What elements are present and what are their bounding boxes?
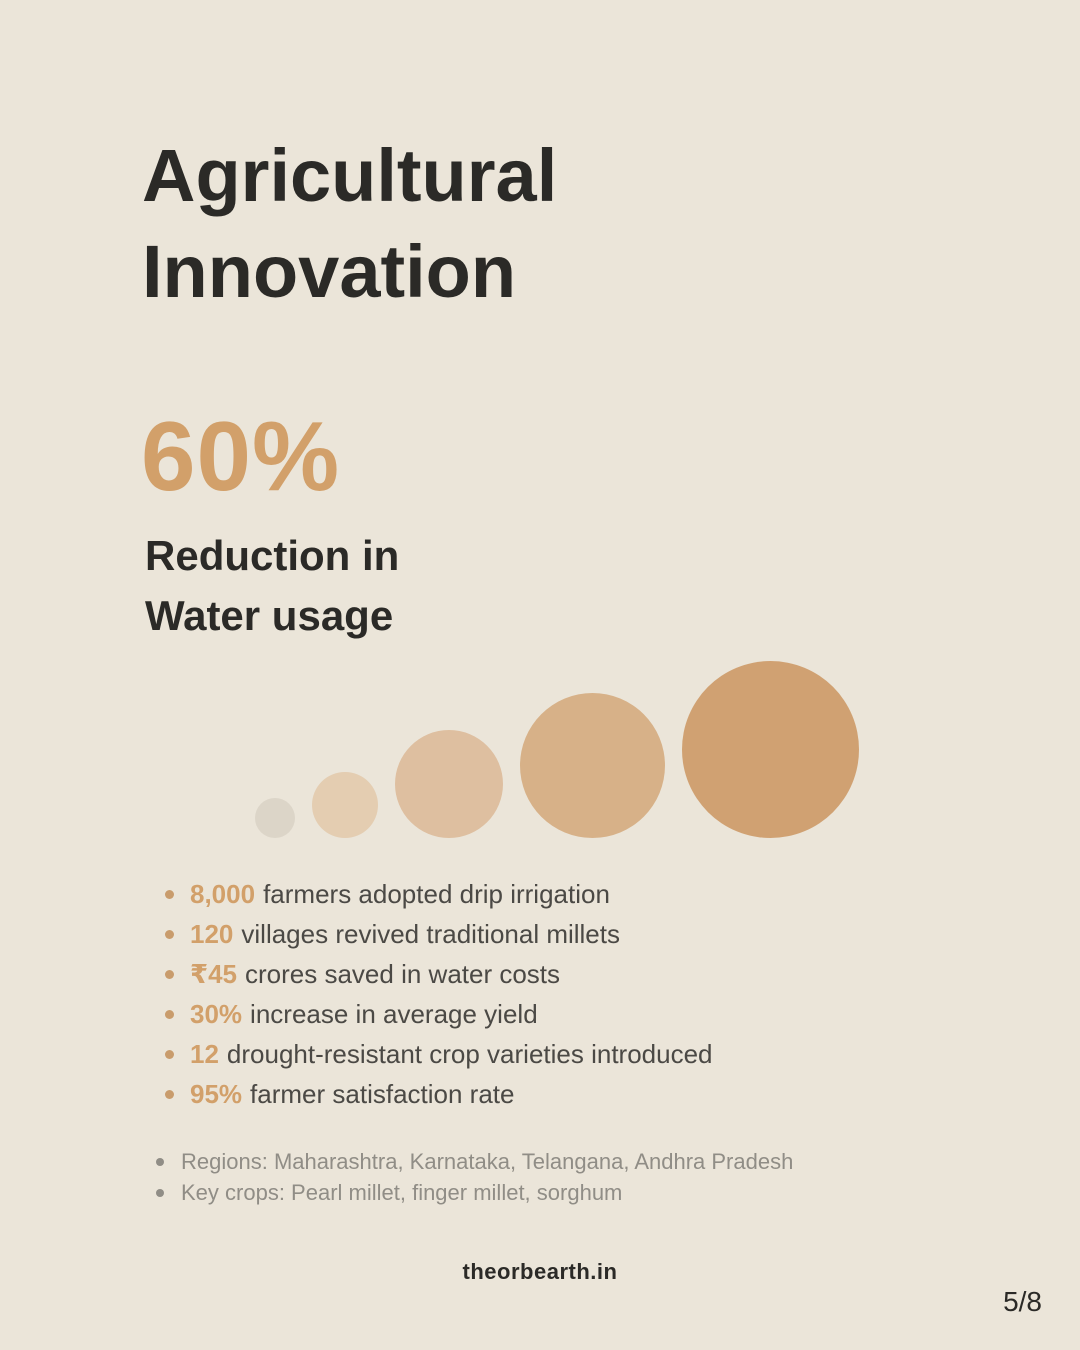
growth-bubbles — [255, 661, 859, 838]
bullet-icon — [165, 889, 174, 899]
bubble-circle — [682, 661, 859, 838]
bubble-circle — [312, 772, 378, 838]
stat-value: 12 — [190, 1038, 219, 1069]
bubble-circle — [520, 693, 665, 838]
stat-value: 120 — [190, 918, 234, 949]
stat-label: villages revived traditional millets — [241, 918, 620, 949]
note-item: Key crops: Pearl millet, finger millet, … — [156, 1177, 793, 1208]
page-indicator: 5/8 — [1003, 1286, 1042, 1317]
bullet-icon — [165, 1089, 174, 1099]
stat-label: farmers adopted drip irrigation — [263, 878, 610, 909]
stat-item: 120 villages revived traditional millets — [165, 914, 713, 954]
stat-item: 95% farmer satisfaction rate — [165, 1074, 713, 1114]
stat-label: increase in average yield — [250, 998, 538, 1029]
stat-item: ₹45 crores saved in water costs — [165, 954, 713, 994]
bullet-icon — [156, 1157, 164, 1166]
bullet-icon — [165, 969, 174, 979]
stat-label: farmer satisfaction rate — [250, 1078, 515, 1109]
stat-item: 30% increase in average yield — [165, 994, 713, 1034]
bullet-icon — [156, 1188, 164, 1197]
stat-value: 30% — [190, 998, 243, 1029]
stat-label: crores saved in water costs — [245, 958, 561, 989]
notes-list: Regions: Maharashtra, Karnataka, Telanga… — [156, 1146, 793, 1208]
bubble-circle — [255, 798, 295, 838]
stat-value: ₹45 — [190, 958, 238, 989]
stat-item: 12 drought-resistant crop varieties intro… — [165, 1034, 713, 1074]
bullet-icon — [165, 929, 174, 939]
note-text: Key crops: Pearl millet, finger millet, … — [181, 1179, 623, 1205]
note-text: Regions: Maharashtra, Karnataka, Telanga… — [181, 1148, 794, 1174]
headline-stat-label-line-2: Water usage — [145, 592, 394, 639]
page-title-line-1: Agricultural — [142, 134, 558, 217]
headline-stat-label-line-1: Reduction in — [145, 532, 400, 579]
bullet-icon — [165, 1049, 174, 1059]
headline-stat-value: 60% — [141, 401, 341, 511]
stat-text: 8,000 farmers adopted drip irrigation — [190, 879, 610, 910]
stats-list: 8,000 farmers adopted drip irrigation 120… — [165, 874, 713, 1114]
stat-label: drought-resistant crop varieties introdu… — [226, 1038, 713, 1069]
note-item: Regions: Maharashtra, Karnataka, Telanga… — [156, 1146, 793, 1177]
bullet-icon — [165, 1009, 174, 1019]
stat-text: 95% farmer satisfaction rate — [190, 1079, 514, 1110]
stat-item: 8,000 farmers adopted drip irrigation — [165, 874, 713, 914]
bubble-circle — [395, 730, 503, 838]
stat-text: 12 drought-resistant crop varieties intro… — [190, 1039, 713, 1070]
website-url: theorbearth.in — [462, 1259, 618, 1284]
page-title-line-2: Innovation — [142, 230, 517, 313]
page-title: Agricultural Innovation — [142, 128, 557, 320]
stat-text: 120 villages revived traditional millets — [190, 919, 620, 950]
headline-stat-label: Reduction in Water usage — [145, 526, 399, 646]
stat-text: 30% increase in average yield — [190, 999, 538, 1030]
stat-value: 95% — [190, 1078, 243, 1109]
stat-value: 8,000 — [190, 878, 256, 909]
stat-text: ₹45 crores saved in water costs — [190, 959, 560, 990]
